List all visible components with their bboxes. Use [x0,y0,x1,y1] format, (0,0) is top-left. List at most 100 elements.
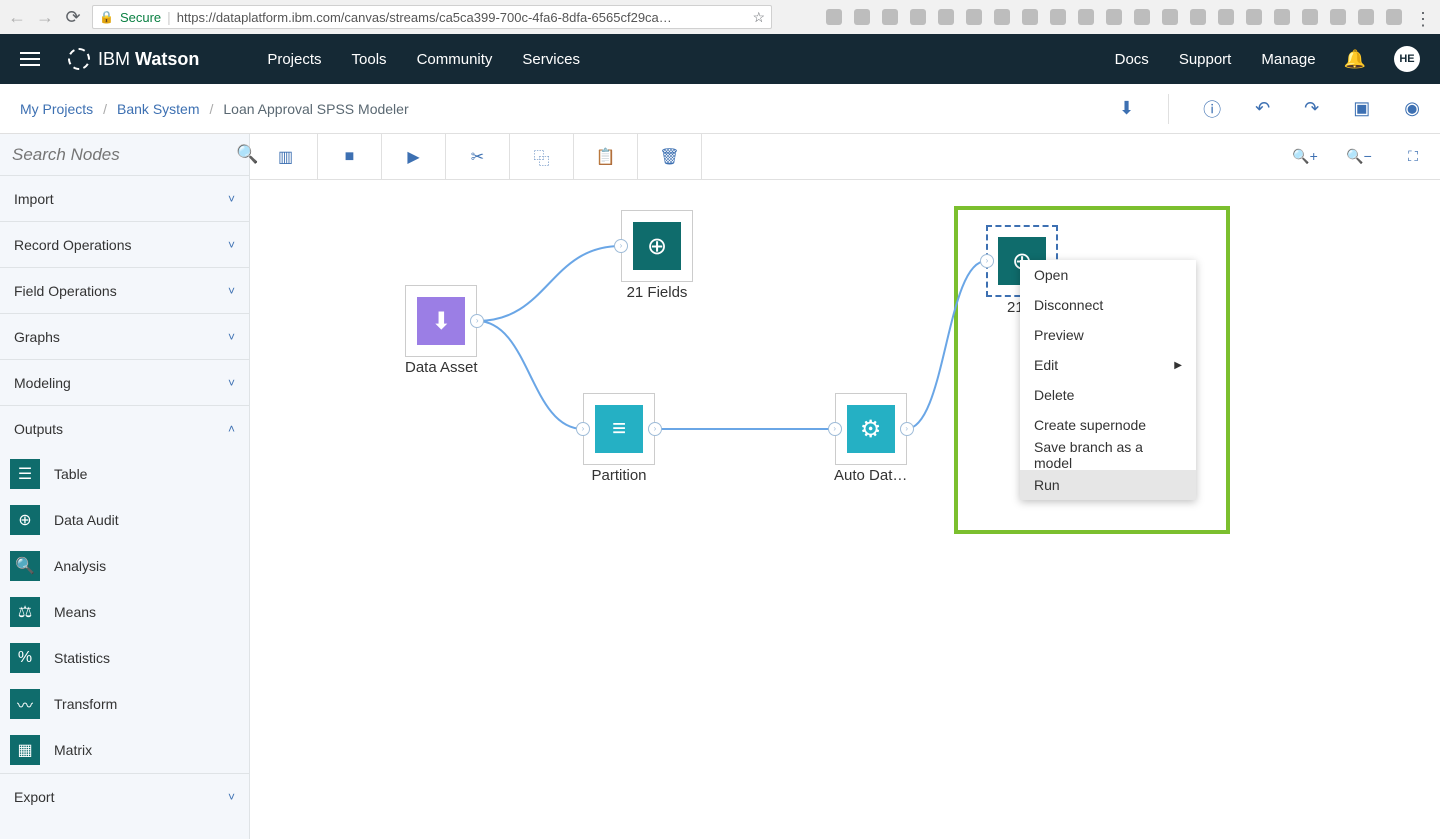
copy-icon[interactable]: ⿻ [510,134,574,180]
palette-category-graphs[interactable]: Graphs˅ [0,313,249,359]
undo-icon[interactable]: ↶ [1255,98,1270,119]
flow-node-partition[interactable]: ››≡Partition [583,393,655,484]
ext-icon[interactable] [882,9,898,25]
brand[interactable]: IBM Watson [68,48,199,70]
stop-button[interactable]: ■ [318,134,382,180]
ext-icon[interactable] [1274,9,1290,25]
node-box[interactable]: ››≡ [583,393,655,465]
flow-node-data_asset[interactable]: ›⬇Data Asset [405,285,478,376]
node-box[interactable]: ››⚙ [835,393,907,465]
menu-item-open[interactable]: Open [1020,260,1196,290]
ext-icon[interactable] [1078,9,1094,25]
nav-community[interactable]: Community [417,51,493,68]
port-in[interactable]: › [576,422,590,436]
star-icon[interactable]: ☆ [752,9,765,26]
port-out[interactable]: › [900,422,914,436]
ext-icon[interactable] [1022,9,1038,25]
back-icon[interactable]: ← [8,7,26,28]
notifications-icon[interactable]: 🔔 [1344,49,1366,70]
context-menu: OpenDisconnectPreviewEdit▶DeleteCreate s… [1020,260,1196,500]
ext-icon[interactable] [910,9,926,25]
flow-node-autodata[interactable]: ››⚙Auto Dat… [834,393,907,484]
ext-icon[interactable] [1386,9,1402,25]
redo-icon[interactable]: ↷ [1304,98,1319,119]
palette-category-record-operations[interactable]: Record Operations˅ [0,221,249,267]
compass-icon[interactable]: ◉ [1404,98,1420,119]
palette-node-matrix[interactable]: ▦Matrix [0,727,249,773]
ext-icon[interactable] [1050,9,1066,25]
ext-icon[interactable] [966,9,982,25]
zoom-in-icon[interactable]: 🔍+ [1278,134,1332,180]
palette-node-table[interactable]: ☰Table [0,451,249,497]
ext-icon[interactable] [826,9,842,25]
cut-icon[interactable]: ✂ [446,134,510,180]
menu-item-delete[interactable]: Delete [1020,380,1196,410]
breadcrumb-project[interactable]: Bank System [117,101,199,117]
nav-tools[interactable]: Tools [352,51,387,68]
ext-icon[interactable] [1330,9,1346,25]
palette-category-export[interactable]: Export˅ [0,773,249,819]
palette-node-statistics[interactable]: %Statistics [0,635,249,681]
ext-icon[interactable] [1162,9,1178,25]
palette-node-data-audit[interactable]: ⊕Data Audit [0,497,249,543]
ext-icon[interactable] [994,9,1010,25]
ext-icon[interactable] [1358,9,1374,25]
info-icon[interactable]: ⓘ [1203,96,1221,122]
paste-icon[interactable]: 📋 [574,134,638,180]
flow-node-fields1[interactable]: ›⊕21 Fields [621,210,693,301]
nav-projects[interactable]: Projects [267,51,321,68]
flow-canvas[interactable]: ›⬇Data Asset ›⊕21 Fields ››≡Partition ››⚙Au… [250,180,1440,839]
address-bar[interactable]: 🔒 Secure | https://dataplatform.ibm.com/… [92,5,772,29]
nav-docs[interactable]: Docs [1115,51,1149,68]
ext-icon[interactable] [1190,9,1206,25]
user-avatar[interactable]: HE [1394,46,1420,72]
ext-icon[interactable] [1302,9,1318,25]
ext-icon[interactable] [1106,9,1122,25]
palette-category-field-operations[interactable]: Field Operations˅ [0,267,249,313]
port-in[interactable]: › [614,239,628,253]
node-box[interactable]: ›⊕ [621,210,693,282]
port-out[interactable]: › [470,314,484,328]
menu-item-save-branch-as-a-model[interactable]: Save branch as a model [1020,440,1196,470]
ext-icon[interactable] [854,9,870,25]
palette-category-outputs[interactable]: Outputs˄ [0,405,249,451]
run-button[interactable]: ▶ [382,134,446,180]
palette-node-analysis[interactable]: 🔍Analysis [0,543,249,589]
chrome-menu-icon[interactable]: ⋮ [1414,9,1432,25]
breadcrumb-current: Loan Approval SPSS Modeler [223,101,408,117]
layout-icon[interactable]: ▣ [1353,98,1370,119]
nav-services[interactable]: Services [522,51,580,68]
port-out[interactable]: › [648,422,662,436]
nav-manage[interactable]: Manage [1261,51,1315,68]
search-input[interactable] [12,145,236,165]
flow-link[interactable] [477,246,621,321]
palette-category-modeling[interactable]: Modeling˅ [0,359,249,405]
node-icon: % [10,643,40,673]
panel-toggle-icon[interactable]: ▥ [254,134,318,180]
ext-icon[interactable] [1218,9,1234,25]
port-in[interactable]: › [828,422,842,436]
menu-item-disconnect[interactable]: Disconnect [1020,290,1196,320]
reload-icon[interactable]: ⟳ [64,7,82,28]
forward-icon[interactable]: → [36,7,54,28]
palette-node-transform[interactable]: 〰Transform [0,681,249,727]
delete-icon[interactable]: 🗑 [638,134,702,180]
palette-node-means[interactable]: ⚖Means [0,589,249,635]
ext-icon[interactable] [938,9,954,25]
zoom-fit-icon[interactable]: ⛶ [1386,134,1440,180]
menu-item-create-supernode[interactable]: Create supernode [1020,410,1196,440]
menu-item-run[interactable]: Run [1020,470,1196,500]
download-icon[interactable]: ⬇ [1119,98,1134,119]
ext-icon[interactable] [1134,9,1150,25]
hamburger-icon[interactable] [20,52,40,66]
menu-item-edit[interactable]: Edit▶ [1020,350,1196,380]
ext-icon[interactable] [1246,9,1262,25]
flow-link[interactable] [477,321,583,429]
menu-item-preview[interactable]: Preview [1020,320,1196,350]
zoom-out-icon[interactable]: 🔍− [1332,134,1386,180]
palette-category-import[interactable]: Import˅ [0,175,249,221]
nav-support[interactable]: Support [1179,51,1232,68]
node-box[interactable]: ›⬇ [405,285,477,357]
breadcrumb-root[interactable]: My Projects [20,101,93,117]
port-in[interactable]: › [980,254,994,268]
